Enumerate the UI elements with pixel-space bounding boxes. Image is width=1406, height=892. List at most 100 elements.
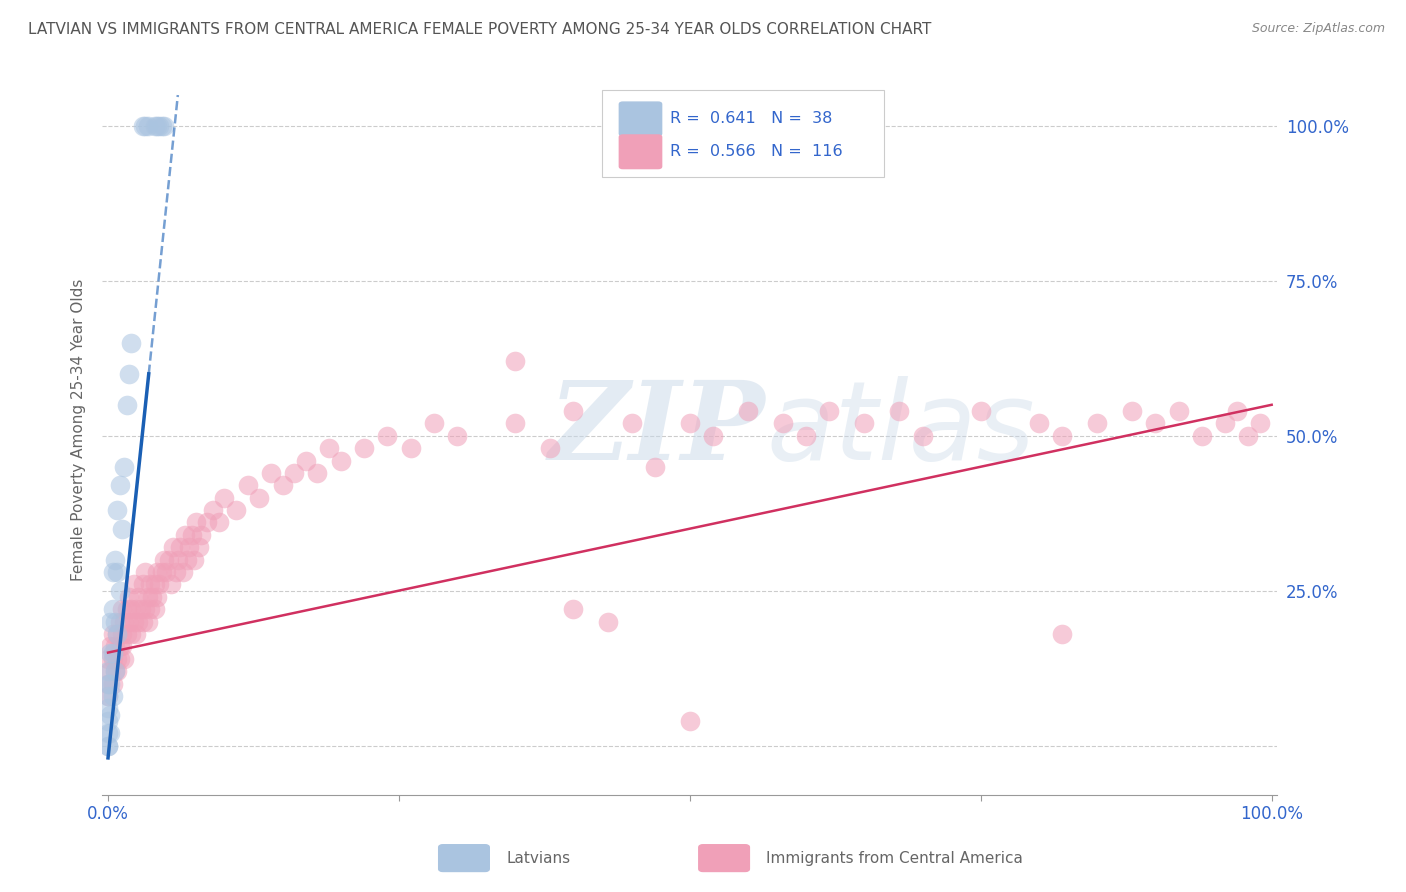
Point — [146, 119, 169, 133]
Point — [101, 652, 124, 666]
Point — [112, 615, 135, 629]
Point — [112, 459, 135, 474]
Point — [679, 714, 702, 728]
Point — [101, 602, 124, 616]
Point — [214, 491, 236, 505]
Point — [111, 602, 134, 616]
Point — [1167, 404, 1189, 418]
Text: R =  0.641   N =  38: R = 0.641 N = 38 — [669, 112, 832, 127]
Point — [97, 664, 120, 678]
Point — [118, 590, 141, 604]
Point — [423, 417, 446, 431]
Point — [853, 417, 876, 431]
FancyBboxPatch shape — [619, 102, 662, 136]
Point — [97, 701, 120, 715]
Point — [399, 441, 422, 455]
Point — [111, 627, 134, 641]
Point — [1226, 404, 1249, 418]
Point — [136, 590, 159, 604]
Point — [148, 577, 170, 591]
Point — [970, 404, 993, 418]
Point — [794, 429, 817, 443]
Point — [186, 516, 208, 530]
Point — [101, 565, 124, 579]
Point — [318, 441, 340, 455]
Point — [146, 565, 169, 579]
Point — [98, 640, 121, 654]
Point — [108, 583, 131, 598]
Point — [127, 615, 149, 629]
Point — [105, 565, 128, 579]
Text: Latvians: Latvians — [506, 851, 571, 865]
Point — [98, 707, 121, 722]
Point — [97, 676, 120, 690]
Point — [108, 652, 131, 666]
Point — [132, 577, 155, 591]
Point — [172, 565, 194, 579]
Point — [173, 528, 195, 542]
Point — [183, 552, 205, 566]
Point — [97, 689, 120, 703]
Point — [97, 714, 120, 728]
Point — [329, 453, 352, 467]
Point — [112, 652, 135, 666]
Point — [225, 503, 247, 517]
Point — [104, 615, 127, 629]
Point — [187, 541, 209, 555]
Point — [120, 335, 142, 350]
Point — [180, 528, 202, 542]
Point — [98, 676, 121, 690]
Point — [115, 627, 138, 641]
Point — [132, 615, 155, 629]
Point — [115, 398, 138, 412]
Text: LATVIAN VS IMMIGRANTS FROM CENTRAL AMERICA FEMALE POVERTY AMONG 25-34 YEAR OLDS : LATVIAN VS IMMIGRANTS FROM CENTRAL AMERI… — [28, 22, 932, 37]
Point — [132, 119, 155, 133]
Point — [162, 541, 184, 555]
Point — [105, 652, 128, 666]
Point — [105, 627, 128, 641]
Point — [644, 459, 666, 474]
Point — [125, 627, 148, 641]
Point — [148, 119, 170, 133]
Point — [118, 367, 141, 381]
Point — [1050, 627, 1073, 641]
Point — [108, 615, 131, 629]
Point — [115, 602, 138, 616]
Point — [97, 739, 120, 753]
Point — [157, 552, 180, 566]
Point — [139, 577, 162, 591]
Point — [104, 640, 127, 654]
Point — [1121, 404, 1143, 418]
Point — [108, 478, 131, 492]
Point — [889, 404, 911, 418]
Point — [1085, 417, 1108, 431]
Point — [195, 516, 218, 530]
Point — [155, 565, 177, 579]
Point — [97, 652, 120, 666]
Point — [97, 726, 120, 740]
Point — [101, 676, 124, 690]
FancyBboxPatch shape — [602, 89, 884, 178]
Point — [111, 522, 134, 536]
Point — [97, 676, 120, 690]
Point — [236, 478, 259, 492]
Point — [101, 646, 124, 660]
Point — [101, 627, 124, 641]
Point — [165, 565, 187, 579]
Point — [122, 615, 145, 629]
Point — [150, 565, 173, 579]
Point — [122, 577, 145, 591]
Point — [598, 615, 620, 629]
Point — [1144, 417, 1167, 431]
Point — [1213, 417, 1236, 431]
Point — [136, 119, 159, 133]
Point — [98, 664, 121, 678]
Point — [146, 590, 169, 604]
Point — [353, 441, 375, 455]
Point — [562, 404, 585, 418]
Point — [176, 552, 198, 566]
Point — [179, 541, 201, 555]
Point — [108, 640, 131, 654]
Point — [283, 466, 305, 480]
Point — [538, 441, 561, 455]
